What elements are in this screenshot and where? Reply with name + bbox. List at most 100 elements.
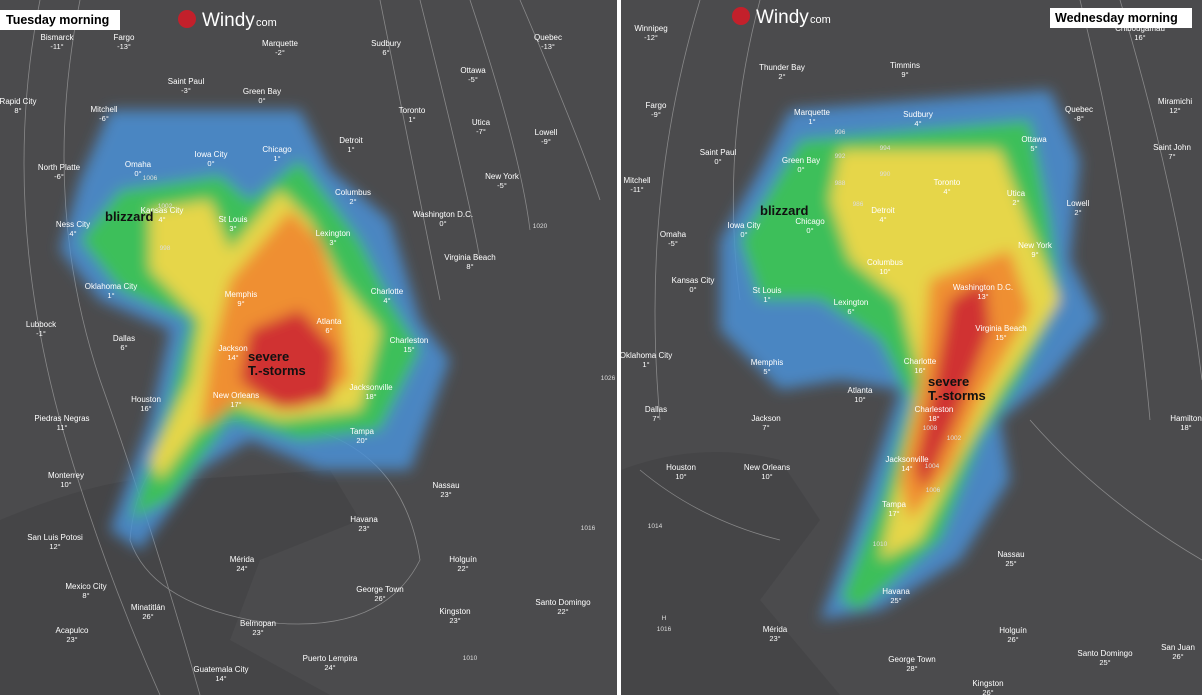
city-name: Lexington: [316, 229, 351, 238]
pressure-label: 1010: [463, 655, 478, 662]
city-name: Jackson: [218, 344, 247, 353]
city-temp: -13°: [541, 42, 555, 51]
city-temp: 26°: [374, 594, 385, 603]
city-name: Nassau: [432, 481, 459, 490]
city-temp: 15°: [995, 333, 1006, 342]
city-temp: 11°: [57, 423, 68, 432]
city-temp: 3°: [229, 224, 236, 233]
city-name: Charleston: [915, 405, 954, 414]
city-name: Lowell: [1067, 199, 1090, 208]
city-temp: 0°: [439, 219, 446, 228]
city-temp: 2°: [1012, 198, 1019, 207]
city-temp: 7°: [762, 423, 769, 432]
city-name: Havana: [882, 587, 910, 596]
city-name: New Orleans: [213, 391, 259, 400]
city-temp: 4°: [383, 296, 390, 305]
city-temp: 0°: [689, 285, 696, 294]
title-box: [1050, 8, 1192, 28]
city-temp: 23°: [440, 490, 451, 499]
city-name: Jacksonville: [885, 455, 929, 464]
pressure-label: 996: [835, 129, 846, 136]
city-temp: 14°: [227, 353, 238, 362]
city-name: San Luis Potosi: [27, 533, 83, 542]
city-name: Fargo: [646, 101, 667, 110]
labels: Winnipeg-12°Thunder Bay2°Timmins9°Chibou…: [620, 24, 1202, 695]
city-temp: 5°: [1030, 144, 1037, 153]
city-temp: 23°: [358, 524, 369, 533]
city-name: Mérida: [763, 625, 788, 634]
city-temp: 4°: [914, 119, 921, 128]
city-name: Saint Paul: [700, 148, 737, 157]
city-name: Rapid City: [0, 97, 36, 106]
city-temp: 0°: [258, 96, 265, 105]
city-name: Mitchell: [90, 105, 117, 114]
city-name: Omaha: [125, 160, 152, 169]
pressure-label: 1020: [533, 223, 548, 230]
city-temp: -6°: [99, 114, 109, 123]
logo: Windy: [756, 7, 809, 28]
city-name: Fargo: [114, 33, 135, 42]
city-temp: -2°: [275, 48, 285, 57]
city-name: Omaha: [660, 230, 687, 239]
city-temp: 10°: [879, 267, 890, 276]
logo-suffix: com: [810, 14, 831, 26]
city-name: Marquette: [262, 39, 299, 48]
pressure-label: 1016: [581, 525, 596, 532]
city-name: Iowa City: [195, 150, 228, 159]
city-temp: 18°: [365, 392, 376, 401]
city-name: Houston: [666, 463, 696, 472]
city-temp: 23°: [769, 634, 780, 643]
city-name: Havana: [350, 515, 378, 524]
city-temp: 14°: [901, 464, 912, 473]
pressure-label: 1006: [143, 175, 158, 182]
city-temp: -8°: [1074, 114, 1084, 123]
city-name: Oklahoma City: [620, 351, 672, 360]
city-temp: -12°: [644, 33, 658, 42]
city-temp: 23°: [252, 628, 263, 637]
city-temp: 15°: [403, 345, 414, 354]
city-name: Columbus: [867, 258, 903, 267]
city-name: Atlanta: [317, 317, 342, 326]
city-temp: 2°: [1074, 208, 1081, 217]
city-temp: 23°: [449, 616, 460, 625]
city-name: Memphis: [751, 358, 783, 367]
city-name: Dallas: [113, 334, 135, 343]
city-name: Minatitlán: [131, 603, 165, 612]
pressure-label: 1004: [925, 463, 940, 470]
city-name: Thunder Bay: [759, 63, 805, 72]
city-name: Washington D.C.: [953, 283, 1013, 292]
city-temp: 13°: [977, 292, 988, 301]
pressure-label: 1008: [923, 425, 938, 432]
city-name: Quebec: [1065, 105, 1093, 114]
city-name: Tampa: [350, 427, 375, 436]
city-name: Toronto: [934, 178, 961, 187]
city-name: Miramichi: [1158, 97, 1192, 106]
city-name: Charlotte: [904, 357, 937, 366]
pressure-label: 1016: [657, 626, 672, 633]
city-name: Utica: [472, 118, 491, 127]
city-name: Kansas City: [141, 206, 184, 215]
city-temp: 9°: [1031, 250, 1038, 259]
city-temp: 24°: [236, 564, 247, 573]
city-name: George Town: [888, 655, 935, 664]
city-temp: -9°: [651, 110, 661, 119]
city-temp: 22°: [557, 607, 568, 616]
city-name: Iowa City: [728, 221, 761, 230]
city-name: Saint Paul: [168, 77, 205, 86]
city-name: Jackson: [751, 414, 780, 423]
city-name: Utica: [1007, 189, 1026, 198]
city-name: Sudbury: [903, 110, 933, 119]
logo-icon: [178, 10, 196, 28]
city-temp: 1°: [808, 117, 815, 126]
city-name: Belmopan: [240, 619, 276, 628]
city-name: Ness City: [56, 220, 90, 229]
annotation: severe T.-storms: [928, 374, 986, 403]
city-temp: 5°: [763, 367, 770, 376]
city-temp: 9°: [237, 299, 244, 308]
city-temp: 25°: [890, 596, 901, 605]
city-temp: 16°: [914, 366, 925, 375]
city-temp: 1°: [107, 291, 114, 300]
city-temp: 1°: [408, 115, 415, 124]
city-temp: -13°: [117, 42, 131, 51]
city-temp: -11°: [50, 42, 63, 51]
